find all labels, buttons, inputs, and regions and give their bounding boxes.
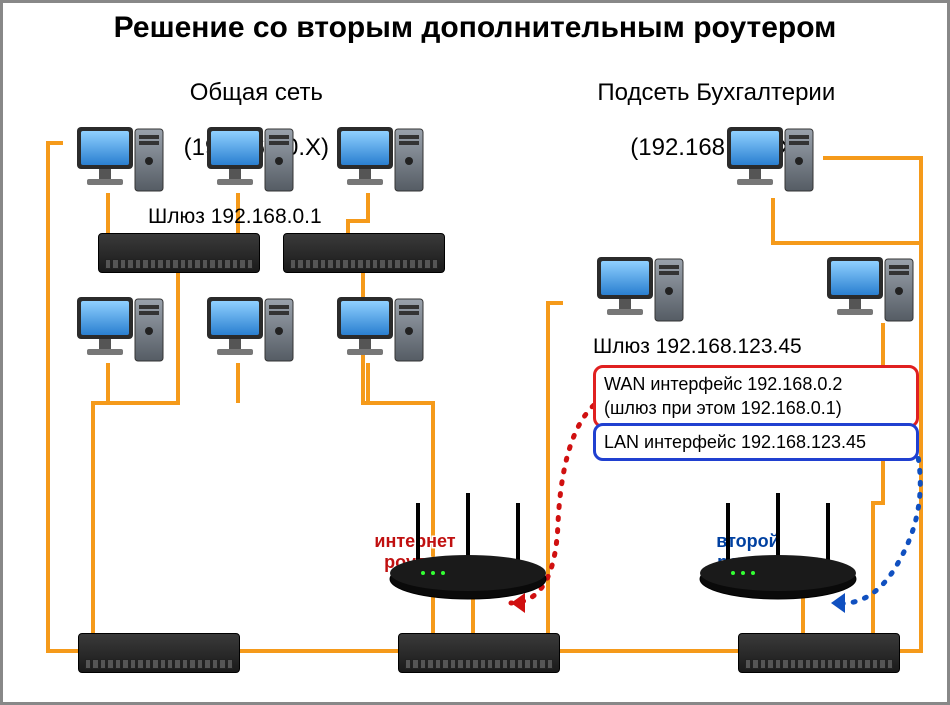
pc-icon — [203, 121, 298, 204]
lan-info-box: LAN интерфейс 192.168.123.45 — [593, 423, 919, 461]
text: (шлюз при этом 192.168.0.1) — [604, 396, 908, 420]
switch-icon — [283, 233, 443, 271]
pc-icon — [73, 121, 168, 204]
wan-info-box: WAN интерфейс 192.168.0.2 (шлюз при этом… — [593, 365, 919, 428]
switch-icon — [398, 633, 558, 671]
text: WAN интерфейс 192.168.0.2 — [604, 372, 908, 396]
switch-icon — [78, 633, 238, 671]
pc-icon — [333, 291, 428, 374]
pc-icon — [333, 121, 428, 204]
text: Подсеть Бухгалтерии — [597, 79, 835, 106]
pc-icon — [73, 291, 168, 374]
switch-icon — [738, 633, 898, 671]
pc-icon — [823, 251, 918, 334]
diagram-canvas: Решение со вторым дополнительным роутеро… — [0, 0, 950, 705]
pc-icon — [593, 251, 688, 334]
router-icon — [383, 493, 553, 608]
label-net-acct: Подсеть Бухгалтерии (192.168.123.X) — [523, 51, 883, 189]
diagram-title: Решение со вторым дополнительным роутеро… — [3, 11, 947, 45]
label-gateway1: Шлюз 192.168.0.1 — [148, 205, 322, 229]
text: Общая сеть — [190, 79, 323, 106]
text: LAN интерфейс 192.168.123.45 — [604, 430, 908, 454]
pc-icon — [203, 291, 298, 374]
switch-icon — [98, 233, 258, 271]
label-gateway2: Шлюз 192.168.123.45 — [593, 335, 802, 359]
router-icon — [693, 493, 863, 608]
pc-icon — [723, 121, 818, 204]
